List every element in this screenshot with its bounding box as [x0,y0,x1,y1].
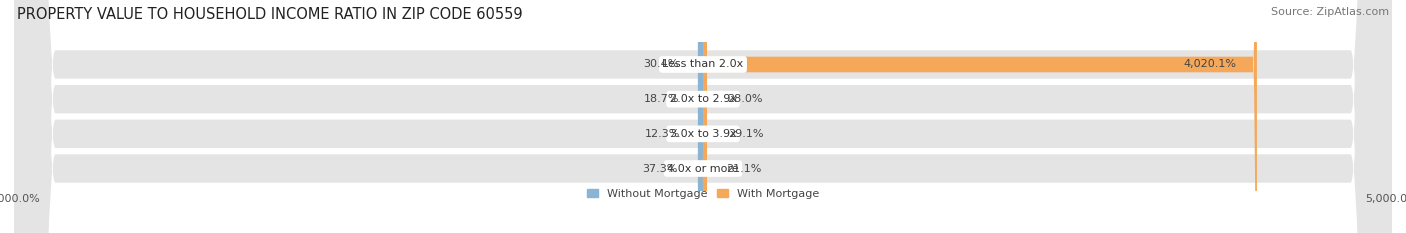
Text: 2.0x to 2.9x: 2.0x to 2.9x [669,94,737,104]
FancyBboxPatch shape [14,0,1392,233]
Text: PROPERTY VALUE TO HOUSEHOLD INCOME RATIO IN ZIP CODE 60559: PROPERTY VALUE TO HOUSEHOLD INCOME RATIO… [17,7,523,22]
Legend: Without Mortgage, With Mortgage: Without Mortgage, With Mortgage [582,184,824,203]
FancyBboxPatch shape [702,0,707,233]
FancyBboxPatch shape [699,0,704,233]
Text: 37.3%: 37.3% [641,164,678,174]
FancyBboxPatch shape [14,0,1392,233]
Text: 21.1%: 21.1% [727,164,762,174]
FancyBboxPatch shape [703,0,707,233]
FancyBboxPatch shape [14,0,1392,233]
Text: Less than 2.0x: Less than 2.0x [662,59,744,69]
FancyBboxPatch shape [703,0,1257,233]
Text: 4.0x or more: 4.0x or more [668,164,738,174]
Text: 12.3%: 12.3% [645,129,681,139]
Text: 4,020.1%: 4,020.1% [1184,59,1236,69]
Text: 3.0x to 3.9x: 3.0x to 3.9x [669,129,737,139]
FancyBboxPatch shape [14,0,1392,233]
Text: Source: ZipAtlas.com: Source: ZipAtlas.com [1271,7,1389,17]
Text: 28.0%: 28.0% [727,94,763,104]
FancyBboxPatch shape [699,0,703,233]
FancyBboxPatch shape [699,0,706,233]
Text: 18.7%: 18.7% [644,94,679,104]
Text: 30.4%: 30.4% [643,59,678,69]
Text: 29.1%: 29.1% [728,129,763,139]
FancyBboxPatch shape [697,0,703,233]
FancyBboxPatch shape [703,0,707,233]
